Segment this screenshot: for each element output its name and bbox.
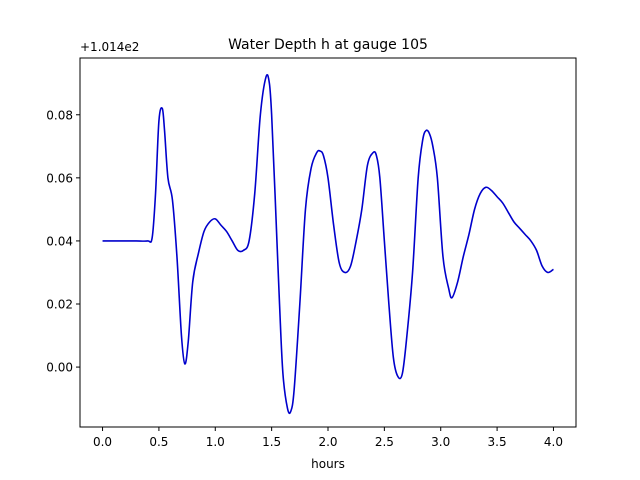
x-tick-label: 0.5	[149, 435, 168, 449]
x-tick-label: 1.0	[206, 435, 225, 449]
y-tick-label: 0.06	[46, 171, 73, 185]
x-axis-label: hours	[311, 457, 345, 471]
chart-title: Water Depth h at gauge 105	[228, 37, 428, 53]
x-tick-label: 0.0	[93, 435, 112, 449]
y-axis-offset-label: +1.014e2	[80, 40, 139, 54]
y-axis-ticks: 0.00 0.02 0.04 0.06 0.08	[46, 108, 80, 375]
plot-area-frame	[79, 57, 577, 428]
series-layer	[102, 74, 554, 415]
x-tick-label: 2.5	[375, 435, 394, 449]
x-tick-label: 3.5	[488, 435, 507, 449]
x-axis-ticks: 0.0 0.5 1.0 1.5 2.0 2.5 3.0 3.5 4.0	[93, 427, 563, 449]
y-tick-label: 0.00	[46, 361, 73, 375]
y-tick-label: 0.04	[46, 234, 73, 248]
x-tick-label: 1.5	[262, 435, 281, 449]
y-tick-label: 0.08	[46, 108, 73, 122]
x-tick-label: 2.0	[318, 435, 337, 449]
x-tick-label: 4.0	[544, 435, 563, 449]
x-tick-label: 3.0	[431, 435, 450, 449]
series-line-0	[102, 74, 554, 415]
y-tick-label: 0.02	[46, 298, 73, 312]
